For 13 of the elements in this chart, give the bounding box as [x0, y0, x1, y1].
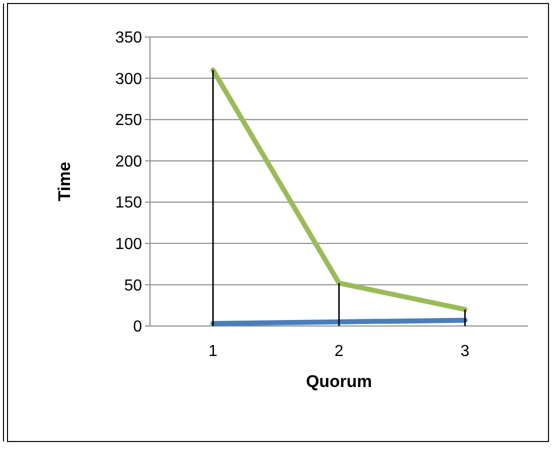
y-tick-label: 0	[133, 318, 142, 336]
y-tick-label: 150	[115, 194, 142, 212]
y-tick-label: 200	[115, 153, 142, 170]
y-tick-label: 50	[124, 277, 142, 294]
x-axis-title: Quorum	[306, 372, 372, 391]
y-tick-label: 300	[115, 70, 142, 88]
x-tick-label: 1	[208, 343, 218, 360]
y-tick-label: 250	[115, 112, 142, 130]
y-axis-title: Time	[55, 162, 74, 202]
x-tick-label: 2	[334, 343, 344, 360]
y-tick-label: 100	[115, 236, 142, 254]
x-tick-label: 3	[460, 343, 470, 360]
y-tick-label: 350	[115, 30, 142, 47]
